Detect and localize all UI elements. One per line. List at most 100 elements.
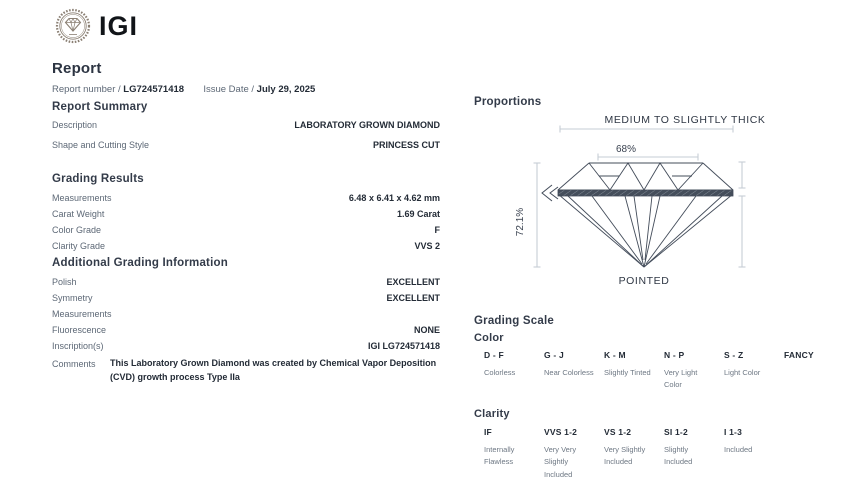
grading-row: Carat Weight 1.69 Carat bbox=[52, 209, 440, 225]
clarity-scale-row: IF Internally Flawless VVS 1-2 Very Very… bbox=[484, 427, 784, 478]
color-grade-col: FANCY bbox=[784, 350, 844, 392]
clarity-grade-col: VVS 1-2 Very Very Slightly Included bbox=[544, 427, 604, 478]
row-label: Measurements bbox=[52, 193, 112, 203]
grade-desc: Colorless bbox=[484, 368, 516, 377]
row-label: Description bbox=[52, 120, 98, 130]
grade-label: N - P bbox=[664, 350, 685, 360]
grade-label: FANCY bbox=[784, 350, 814, 360]
comments-value: This Laboratory Grown Diamond was create… bbox=[110, 358, 437, 382]
culet-label: POINTED bbox=[619, 275, 670, 287]
grade-desc: Light Color bbox=[724, 368, 761, 377]
girdle-pointer-icon bbox=[541, 184, 559, 202]
grade-label: K - M bbox=[604, 350, 626, 360]
additional-row: Fluorescence NONE bbox=[52, 325, 440, 341]
crown-height-bracket bbox=[738, 161, 746, 189]
depth-percent-label: 72.1% bbox=[515, 208, 526, 236]
color-grade-col: N - P Very Light Color bbox=[664, 350, 724, 392]
grade-desc: Included bbox=[724, 445, 753, 454]
grade-label: SI 1-2 bbox=[664, 427, 688, 437]
additional-row: Measurements bbox=[52, 309, 440, 325]
row-value: EXCELLENT bbox=[386, 293, 440, 303]
clarity-grade-col: I 1-3 Included bbox=[724, 427, 784, 478]
row-value: NONE bbox=[413, 325, 440, 335]
clarity-grade-col: SI 1-2 Slightly Included bbox=[664, 427, 724, 478]
grade-label: I 1-3 bbox=[724, 427, 743, 437]
diamond-proportions-diagram: MEDIUM TO SLIGHTLY THICK 68% 72.1% bbox=[515, 114, 765, 287]
grading-row: Clarity Grade VVS 2 bbox=[52, 241, 440, 257]
issue-date-value: July 29, 2025 bbox=[256, 84, 316, 95]
row-label: Clarity Grade bbox=[52, 241, 106, 251]
color-scale-heading: Color bbox=[474, 332, 504, 344]
row-value: F bbox=[434, 225, 441, 235]
grade-desc: Very Slightly Included bbox=[604, 445, 646, 467]
grading-scale-heading: Grading Scale bbox=[474, 315, 554, 327]
grade-desc: Slightly Tinted bbox=[604, 368, 651, 377]
clarity-grade-col: IF Internally Flawless bbox=[484, 427, 544, 478]
grading-results-rows: Measurements 6.48 x 6.41 x 4.62 mm Carat… bbox=[52, 193, 440, 257]
report-summary-rows: Description LABORATORY GROWN DIAMOND Sha… bbox=[52, 120, 440, 160]
report-meta-line: Report number / LG724571418 Issue Date /… bbox=[52, 84, 315, 95]
summary-row: Shape and Cutting Style PRINCESS CUT bbox=[52, 140, 440, 160]
row-label: Measurements bbox=[52, 309, 112, 319]
grade-desc: Very Very Slightly Included bbox=[544, 445, 577, 478]
grade-label: D - F bbox=[484, 350, 504, 360]
row-value: LABORATORY GROWN DIAMOND bbox=[294, 120, 440, 130]
report-number-value: LG724571418 bbox=[123, 84, 185, 95]
report-title: Report bbox=[52, 60, 102, 77]
color-grade-col: G - J Near Colorless bbox=[544, 350, 604, 392]
row-label: Polish bbox=[52, 277, 77, 287]
row-label: Carat Weight bbox=[52, 209, 105, 219]
row-value: EXCELLENT bbox=[386, 277, 440, 287]
issue-date-label: Issue Date / bbox=[203, 84, 255, 95]
grade-desc: Near Colorless bbox=[544, 368, 594, 377]
color-grade-col: D - F Colorless bbox=[484, 350, 544, 392]
additional-row: Symmetry EXCELLENT bbox=[52, 293, 440, 309]
color-grade-col: K - M Slightly Tinted bbox=[604, 350, 664, 392]
color-scale-row: D - F Colorless G - J Near Colorless K -… bbox=[484, 350, 844, 392]
grade-desc: Very Light Color bbox=[664, 368, 698, 390]
grade-desc: Slightly Included bbox=[664, 445, 693, 467]
report-summary-heading: Report Summary bbox=[52, 101, 148, 113]
grading-row: Color Grade F bbox=[52, 225, 440, 241]
diamond-profile-drawing bbox=[557, 162, 734, 268]
additional-grading-heading: Additional Grading Information bbox=[52, 257, 228, 269]
row-label: Inscription(s) bbox=[52, 341, 104, 351]
row-label: Shape and Cutting Style bbox=[52, 140, 150, 150]
row-value: 6.48 x 6.41 x 4.62 mm bbox=[348, 193, 440, 203]
row-value: 1.69 Carat bbox=[396, 209, 440, 219]
comments-label: Comments bbox=[52, 359, 96, 369]
igi-logo-text: IGI bbox=[99, 10, 139, 41]
color-grade-col: S - Z Light Color bbox=[724, 350, 784, 392]
row-label: Color Grade bbox=[52, 225, 102, 235]
report-number-label: Report number / bbox=[52, 84, 121, 95]
grade-label: VVS 1-2 bbox=[544, 427, 578, 437]
grading-row: Measurements 6.48 x 6.41 x 4.62 mm bbox=[52, 193, 440, 209]
table-percent-label: 68% bbox=[616, 144, 636, 155]
grading-results-heading: Grading Results bbox=[52, 173, 144, 185]
pavilion-depth-bracket bbox=[738, 195, 746, 268]
proportions-heading: Proportions bbox=[474, 96, 542, 108]
row-label: Symmetry bbox=[52, 293, 93, 303]
depth-bracket bbox=[533, 162, 541, 268]
header-logo: IGI bbox=[55, 8, 138, 44]
clarity-scale-heading: Clarity bbox=[474, 408, 510, 420]
additional-grading-rows: Polish EXCELLENT Symmetry EXCELLENT Meas… bbox=[52, 277, 440, 382]
row-label: Fluorescence bbox=[52, 325, 107, 335]
grade-label: IF bbox=[484, 427, 492, 437]
clarity-grade-col: VS 1-2 Very Slightly Included bbox=[604, 427, 664, 478]
additional-row: Inscription(s) IGI LG724571418 bbox=[52, 341, 440, 357]
grade-label: S - Z bbox=[724, 350, 744, 360]
igi-seal-icon bbox=[55, 8, 91, 44]
grade-label: VS 1-2 bbox=[604, 427, 632, 437]
row-value: VVS 2 bbox=[414, 241, 440, 251]
table-bracket bbox=[597, 153, 699, 161]
girdle-bracket bbox=[559, 125, 734, 133]
grade-label: G - J bbox=[544, 350, 564, 360]
girdle-thickness-label: MEDIUM TO SLIGHTLY THICK bbox=[604, 114, 765, 126]
additional-row: Polish EXCELLENT bbox=[52, 277, 440, 293]
row-value: PRINCESS CUT bbox=[372, 140, 440, 150]
summary-row: Description LABORATORY GROWN DIAMOND bbox=[52, 120, 440, 140]
row-value: IGI LG724571418 bbox=[367, 341, 440, 351]
grade-desc: Internally Flawless bbox=[484, 445, 515, 467]
